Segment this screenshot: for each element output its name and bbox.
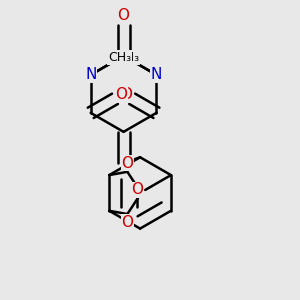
Text: O: O	[131, 182, 143, 197]
Text: O: O	[118, 8, 130, 23]
Text: N: N	[85, 68, 96, 82]
Text: CH₃: CH₃	[108, 51, 131, 64]
Text: N: N	[151, 68, 162, 82]
Text: O: O	[120, 87, 132, 102]
Text: O: O	[122, 215, 134, 230]
Text: CH₃: CH₃	[116, 51, 139, 64]
Text: O: O	[122, 156, 134, 171]
Text: O: O	[115, 87, 127, 102]
